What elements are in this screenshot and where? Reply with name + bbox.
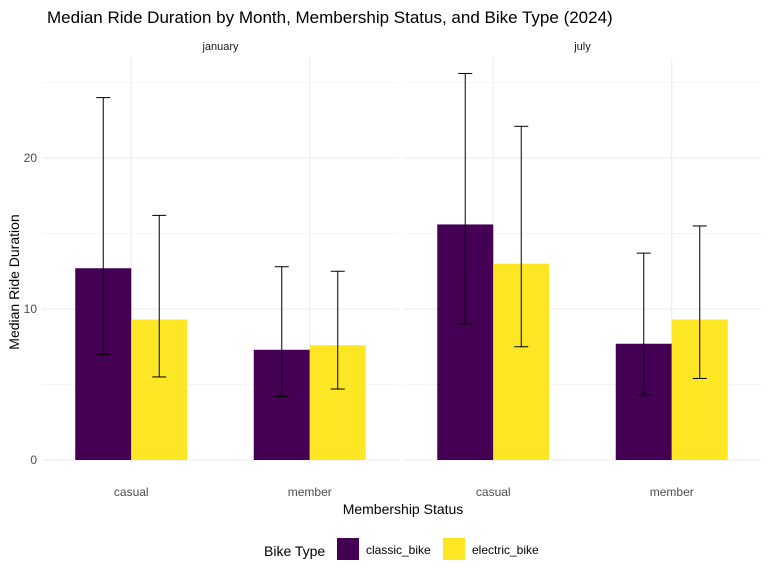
x-axis-title: Membership Status: [343, 501, 464, 517]
error-bar-july-casual-classic_bike: [458, 72, 473, 325]
legend-label-electric_bike: electric_bike: [472, 543, 539, 557]
facet-strip-label: july: [573, 41, 591, 53]
error-bar-july-member-electric_bike: [692, 225, 707, 379]
legend-item-electric_bike: electric_bike: [443, 538, 539, 560]
error-bar-january-casual-electric_bike: [152, 214, 167, 378]
y-axis-title: Median Ride Duration: [6, 214, 22, 349]
legend-key-electric_bike: [443, 538, 465, 560]
facet-strip-label: january: [201, 41, 239, 53]
x-tick-label: casual: [476, 485, 511, 499]
error-bar-january-member-electric_bike: [330, 270, 345, 390]
x-tick-label: casual: [114, 485, 149, 499]
y-tick-label: 20: [24, 151, 38, 165]
y-tick-label: 10: [24, 302, 38, 316]
legend-label-classic_bike: classic_bike: [366, 543, 431, 557]
legend-item-classic_bike: classic_bike: [337, 538, 431, 560]
y-axis: 0 10 20: [24, 151, 38, 467]
x-tick-label: member: [288, 485, 332, 499]
error-bar-january-casual-classic_bike: [96, 97, 111, 355]
legend: Bike Type classic_bike electric_bike: [264, 538, 539, 560]
facet-panel-january: january casual member: [42, 41, 399, 499]
legend-key-classic_bike: [337, 538, 359, 560]
error-bar-july-member-classic_bike: [636, 252, 651, 396]
legend-title: Bike Type: [264, 543, 325, 559]
chart-title: Median Ride Duration by Month, Membershi…: [47, 8, 613, 27]
facet-panel-july: july casual member: [404, 41, 761, 499]
error-bar-january-member-classic_bike: [274, 266, 289, 398]
chart-panels: january casual member july casual member 0 10 20: [24, 41, 761, 499]
y-tick-label: 0: [30, 453, 37, 467]
error-bar-july-casual-electric_bike: [514, 125, 529, 348]
x-tick-label: member: [650, 485, 694, 499]
